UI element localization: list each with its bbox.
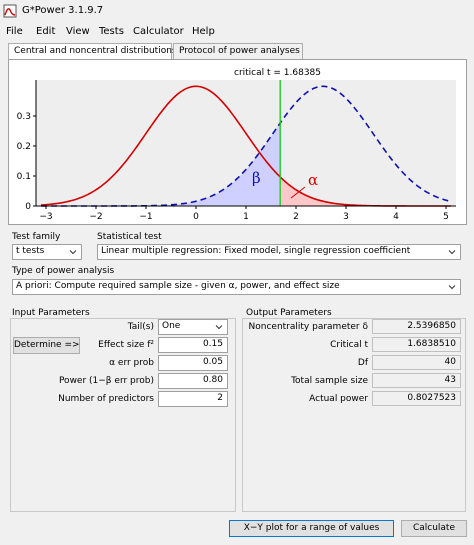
chevron-down-icon (448, 285, 456, 290)
menu-file[interactable]: File (6, 26, 23, 37)
window-title: G*Power 3.1.9.7 (22, 5, 104, 16)
tails-value: One (162, 321, 181, 331)
predictors-label: Number of predictors (58, 394, 154, 404)
alpha-region (280, 177, 451, 206)
beta-region (41, 123, 281, 206)
statistical-test-value: Linear multiple regression: Fixed model,… (101, 246, 411, 256)
beta-label: β (252, 169, 261, 187)
power-input[interactable]: 0.80 (158, 373, 228, 389)
noncentrality-value: 2.5396850 (372, 319, 461, 334)
alpha-label: α (308, 171, 318, 189)
y-tick-label: 0 (25, 202, 31, 212)
x-tick-label: −2 (89, 212, 102, 222)
menu-edit[interactable]: Edit (36, 26, 56, 37)
tab-distributions[interactable]: Central and noncentral distributions (8, 43, 177, 60)
tails-label: Tail(s) (127, 322, 154, 332)
total-sample-size-value: 43 (372, 373, 461, 388)
tails-select[interactable]: One (158, 319, 228, 335)
x-tick-label: 1 (243, 212, 249, 222)
alpha-error-label: α err prob (109, 358, 154, 368)
x-tick-label: 0 (193, 212, 199, 222)
power-analysis-value: A priori: Compute required sample size -… (16, 281, 340, 291)
test-family-select[interactable]: t tests (12, 244, 82, 260)
x-tick-label: −1 (139, 212, 152, 222)
input-parameters-title: Input Parameters (12, 308, 90, 318)
actual-power-value: 0.8027523 (372, 391, 461, 406)
df-value: 40 (372, 355, 461, 370)
y-tick-label: 0.1 (17, 172, 31, 182)
output-parameters-title: Output Parameters (246, 308, 332, 318)
x-tick-label: −3 (39, 212, 52, 222)
menu-help[interactable]: Help (192, 26, 215, 37)
chevron-down-icon (215, 325, 223, 330)
effect-size-label: Effect size f² (98, 340, 154, 350)
actual-power-label: Actual power (309, 394, 368, 404)
distribution-plot-panel: −3 −2 −1 0 1 2 3 4 5 0 0.1 0.2 0.3 critical t = 1.6… (8, 59, 467, 225)
menu-view[interactable]: View (66, 26, 90, 37)
power-analysis-label: Type of power analysis (12, 266, 115, 276)
critical-t-label: critical t = 1.68385 (234, 68, 321, 78)
power-analysis-select[interactable]: A priori: Compute required sample size -… (12, 279, 461, 295)
x-tick-label: 4 (393, 212, 399, 222)
critical-t-value: 1.6838510 (372, 337, 461, 352)
total-sample-size-label: Total sample size (291, 376, 368, 386)
chevron-down-icon (69, 250, 77, 255)
x-axis-ticks: −3 −2 −1 0 1 2 3 4 5 (39, 206, 449, 222)
test-family-label: Test family (12, 232, 61, 242)
noncentrality-label: Noncentrality parameter δ (248, 322, 368, 332)
title-bar: G*Power 3.1.9.7 (0, 0, 474, 22)
chevron-down-icon (448, 250, 456, 255)
x-tick-label: 5 (443, 212, 449, 222)
predictors-input[interactable]: 2 (158, 391, 228, 407)
alpha-error-input[interactable]: 0.05 (158, 355, 228, 371)
output-parameters-frame (242, 318, 466, 512)
determine-button[interactable]: Determine => (13, 337, 80, 354)
noncentral-distribution-curve (41, 85, 452, 207)
xy-plot-button[interactable]: X−Y plot for a range of values (229, 520, 394, 537)
x-tick-label: 2 (293, 212, 299, 222)
statistical-test-select[interactable]: Linear multiple regression: Fixed model,… (97, 244, 461, 260)
tab-protocol[interactable]: Protocol of power analyses (173, 43, 303, 60)
statistical-test-label: Statistical test (97, 232, 162, 242)
menu-bar: File Edit View Tests Calculator Help (0, 22, 474, 42)
critical-t-output-label: Critical t (330, 340, 368, 350)
x-tick-label: 3 (343, 212, 349, 222)
distribution-plot: −3 −2 −1 0 1 2 3 4 5 0 0.1 0.2 0.3 critical t = 1.6… (17, 68, 456, 222)
menu-calculator[interactable]: Calculator (133, 26, 184, 37)
test-family-value: t tests (16, 246, 45, 256)
calculate-button[interactable]: Calculate (401, 520, 467, 537)
alpha-pointer (290, 186, 306, 199)
df-label: Df (357, 358, 368, 368)
y-axis-ticks: 0 0.1 0.2 0.3 (17, 112, 36, 212)
app-logo-icon (3, 4, 17, 18)
y-tick-label: 0.2 (17, 142, 31, 152)
menu-tests[interactable]: Tests (99, 26, 124, 37)
y-tick-label: 0.3 (17, 112, 31, 122)
effect-size-input[interactable]: 0.15 (158, 337, 228, 353)
input-parameters-frame (10, 318, 236, 512)
power-label: Power (1−β err prob) (58, 376, 154, 386)
